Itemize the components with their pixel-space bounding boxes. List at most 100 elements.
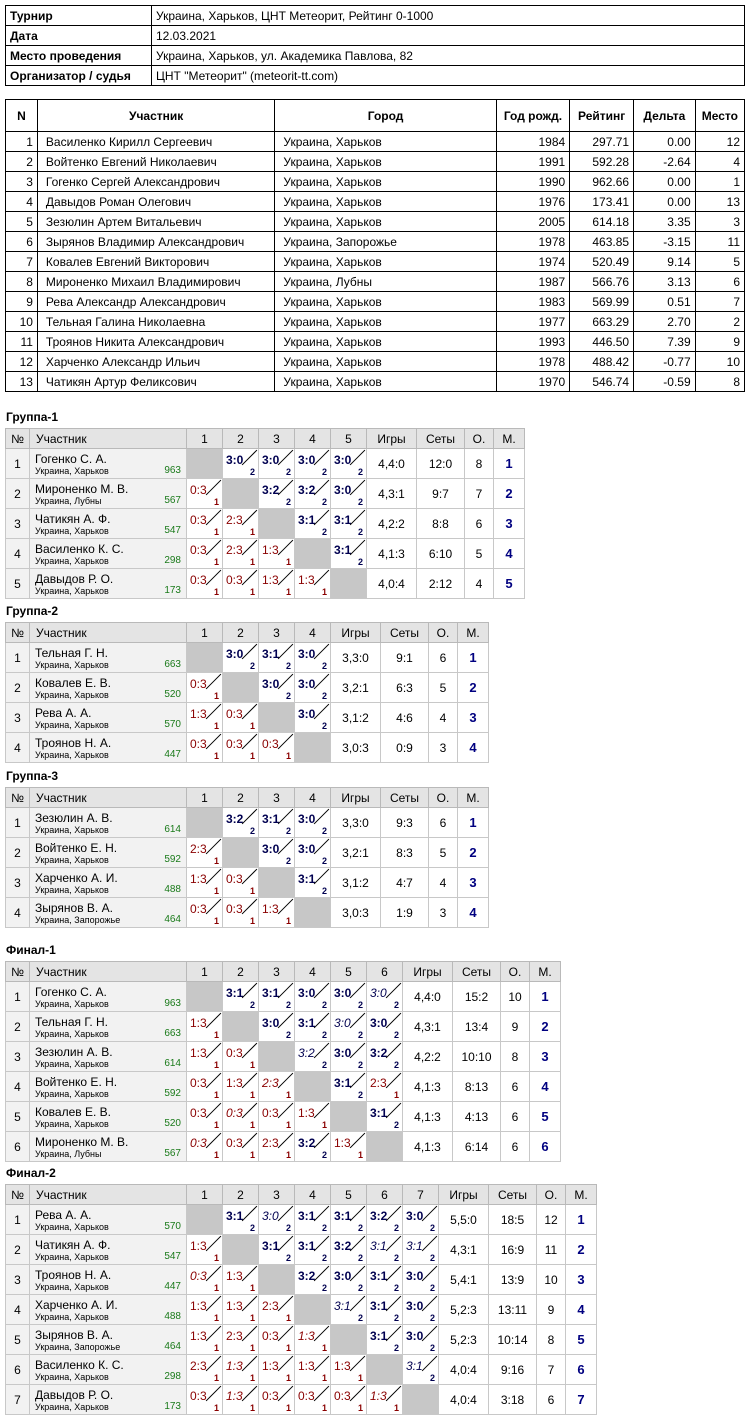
diagonal-cell: [222, 1011, 259, 1042]
score-value: 3:0: [406, 1329, 424, 1343]
match-points: 2: [285, 497, 291, 507]
match-points: 2: [357, 557, 363, 567]
score-cell: 2:3 1: [222, 508, 259, 539]
participants-cell: Украина, Харьков: [274, 251, 497, 272]
score-cell: 2:3 1: [258, 1294, 295, 1325]
player-name: Ковалев Е. В.: [35, 1105, 111, 1119]
score-value: 1:3: [298, 1359, 315, 1373]
games-value: 4,0:4: [438, 1354, 489, 1385]
participants-table: N Участник Город Год рожд. Рейтинг Дельта Мест…: [5, 99, 746, 392]
match-points: 1: [213, 1403, 219, 1413]
score-divider: [277, 1355, 294, 1372]
score-value: 3:0: [298, 677, 316, 691]
sets-value: 4:7: [380, 867, 429, 898]
match-points: 1: [213, 1030, 219, 1040]
games-value: 4,3:1: [366, 478, 417, 509]
participants-cell: 7.39: [633, 331, 696, 352]
player-city: Украина, Харьков: [35, 885, 109, 895]
match-points: 1: [213, 527, 219, 537]
row-number: 4: [5, 1294, 30, 1325]
score-cell: 0:3 1: [222, 1041, 259, 1072]
group-header-cell: №: [5, 787, 30, 808]
participants-cell: -3.15: [633, 231, 696, 252]
score-divider: [205, 1132, 222, 1149]
score-cell: 1:3 1: [258, 568, 295, 599]
score-cell: 3:0 2: [222, 642, 259, 673]
participants-cell: 9: [5, 291, 38, 312]
score-value: 0:3: [190, 677, 207, 691]
sets-value: 15:2: [452, 981, 501, 1012]
score-value: 3:0: [334, 483, 352, 497]
sets-value: 9:7: [416, 478, 465, 509]
player-city: Украина, Лубны: [35, 1149, 102, 1159]
player-name: Харченко А. И.: [35, 1298, 118, 1312]
row-number: 2: [5, 1234, 30, 1265]
participants-cell: 5: [694, 251, 746, 272]
row-number: 5: [5, 568, 30, 599]
table-row: 7 Ковалев Евгений Викторович Украина, Харь…: [5, 251, 746, 272]
score-cell: 1:3 1: [330, 1131, 367, 1162]
group-table: № Участник 1 2 3 4 5 6 Игры Сеты О. М. 1 Гогенко С. А…: [5, 961, 561, 1162]
score-cell: 3:0 2: [330, 1041, 367, 1072]
points-value: 6: [464, 508, 494, 539]
diagonal-cell: [186, 807, 223, 838]
match-points: 2: [393, 1120, 399, 1130]
sets-value: 12:0: [416, 448, 465, 479]
score-value: 3:1: [262, 986, 280, 1000]
player-cell: Чатикян А. Ф. Украина, Харьков 547: [29, 1234, 187, 1265]
score-divider: [205, 1385, 222, 1402]
diagonal-cell: [258, 867, 295, 898]
player-cell: Харченко А. И. Украина, Харьков 488: [29, 867, 187, 898]
player-rating: 298: [164, 555, 181, 566]
player-city: Украина, Харьков: [35, 1029, 109, 1039]
diagonal-cell: [294, 1071, 331, 1102]
place-value: 2: [457, 837, 489, 868]
score-divider: [313, 1385, 330, 1402]
player-name: Зырянов В. А.: [35, 1328, 113, 1342]
score-value: 3:1: [334, 1076, 352, 1090]
score-cell: 0:3 1: [186, 1071, 223, 1102]
info-label: Дата: [5, 25, 152, 46]
score-cell: 2:3 1: [366, 1071, 403, 1102]
group-header-cell: 3: [258, 1184, 295, 1205]
participants-cell: 9: [694, 331, 746, 352]
points-value: 11: [536, 1234, 566, 1265]
games-value: 4,3:1: [438, 1234, 489, 1265]
score-divider: [277, 1235, 294, 1252]
games-value: 4,1:3: [366, 538, 417, 569]
group-header-cell: 3: [258, 428, 295, 449]
info-row: Дата 12.03.2021: [5, 25, 745, 46]
group-header-cell: №: [5, 622, 30, 643]
score-divider: [349, 1355, 366, 1372]
group-header-cell: О.: [464, 428, 494, 449]
score-divider: [277, 569, 294, 586]
score-divider: [205, 1042, 222, 1059]
match-points: 2: [357, 1253, 363, 1263]
place-value: 2: [565, 1234, 597, 1265]
score-cell: 0:3 1: [294, 1384, 331, 1415]
score-cell: 3:0 2: [258, 1204, 295, 1235]
table-row: 12 Харченко Александр Ильич Украина, Харьк…: [5, 351, 746, 372]
player-cell: Давыдов Р. О. Украина, Харьков 173: [29, 568, 187, 599]
diagonal-cell: [330, 1101, 367, 1132]
match-points: 2: [285, 1000, 291, 1010]
score-cell: 1:3 1: [222, 1354, 259, 1385]
match-points: 2: [393, 1253, 399, 1263]
score-cell: 0:3 1: [258, 1101, 295, 1132]
info-label: Место проведения: [5, 45, 152, 66]
score-divider: [241, 509, 258, 526]
place-value: 6: [529, 1131, 561, 1162]
score-cell: 1:3 1: [258, 897, 295, 928]
score-cell: 2:3 1: [222, 538, 259, 569]
score-divider: [313, 1235, 330, 1252]
group-header-cell: Участник: [29, 622, 187, 643]
score-cell: 0:3 1: [258, 732, 295, 763]
group-row: 3 Харченко А. И. Украина, Харьков 488 1:3 1 0:…: [5, 867, 489, 898]
group-header-cell: 3: [258, 961, 295, 982]
participants-cell: 7: [694, 291, 746, 312]
score-divider: [241, 1325, 258, 1342]
participants-cell: 1: [694, 171, 746, 192]
score-value: 0:3: [226, 872, 243, 886]
points-value: 8: [464, 448, 494, 479]
points-value: 10: [500, 981, 530, 1012]
